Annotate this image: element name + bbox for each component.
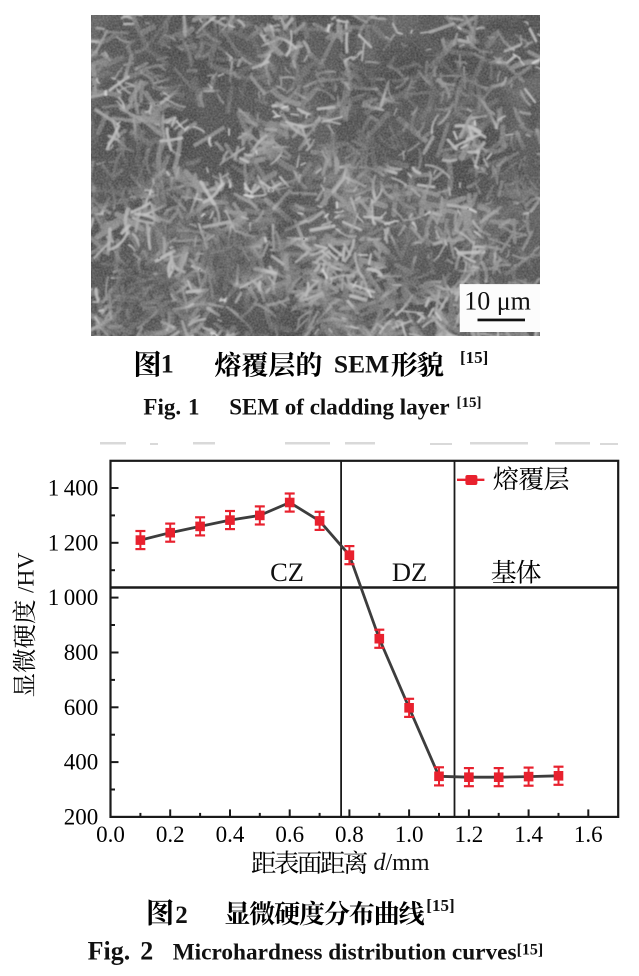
svg-text:Fig.: Fig. [88, 937, 131, 966]
svg-text:2: 2 [175, 902, 188, 929]
svg-text:1 400: 1 400 [48, 476, 99, 501]
svg-text:[15]: [15] [457, 395, 482, 411]
svg-text:200: 200 [64, 805, 99, 830]
svg-text:/HV: /HV [13, 553, 39, 594]
svg-text:1.0: 1.0 [395, 822, 424, 847]
svg-text:SEM: SEM [334, 350, 389, 379]
svg-text:1: 1 [161, 350, 174, 379]
svg-text:DZ: DZ [392, 557, 427, 587]
svg-text:400: 400 [64, 750, 99, 775]
svg-text:CZ: CZ [270, 557, 304, 587]
svg-text:0.2: 0.2 [156, 822, 185, 847]
svg-text:1.6: 1.6 [574, 822, 603, 847]
svg-text:1 200: 1 200 [48, 530, 99, 555]
svg-text:600: 600 [64, 695, 99, 720]
svg-text:[15]: [15] [517, 942, 544, 959]
svg-text:SEM of cladding layer: SEM of cladding layer [229, 394, 449, 419]
svg-text:Fig.: Fig. [143, 394, 181, 419]
svg-text:d/mm: d/mm [374, 850, 430, 876]
svg-text:Microhardness distribution cur: Microhardness distribution curves [173, 940, 517, 966]
svg-text:0.6: 0.6 [275, 822, 304, 847]
svg-text:0.4: 0.4 [216, 822, 245, 847]
svg-text:1.2: 1.2 [455, 822, 484, 847]
svg-text:0.0: 0.0 [96, 822, 125, 847]
svg-text:2: 2 [140, 937, 153, 966]
svg-text:[15]: [15] [460, 348, 488, 367]
svg-text:800: 800 [64, 640, 99, 665]
svg-text:10 μm: 10 μm [464, 286, 531, 315]
svg-text:1: 1 [188, 394, 200, 419]
svg-text:[15]: [15] [426, 896, 454, 915]
svg-text:1.4: 1.4 [514, 822, 543, 847]
svg-text:1 000: 1 000 [48, 585, 99, 610]
svg-text:0.8: 0.8 [335, 822, 364, 847]
